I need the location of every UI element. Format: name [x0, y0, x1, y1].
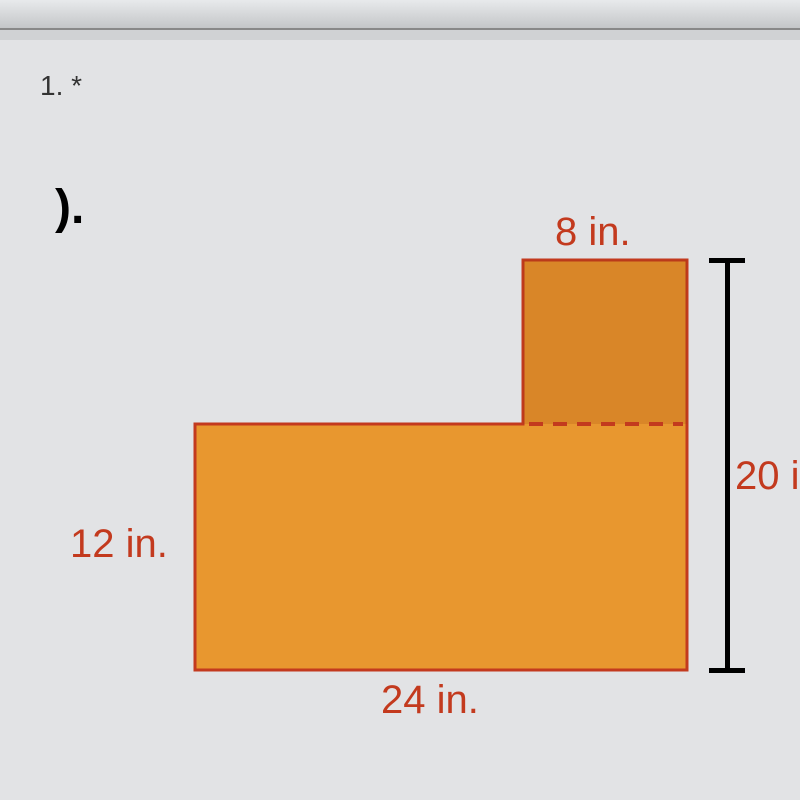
question-number: 1. * [40, 70, 760, 102]
page-surface: 1. * ). 8 in. 20 ir 12 in. 24 in. [0, 40, 800, 800]
dimension-label-top: 8 in. [555, 210, 631, 255]
dimension-label-left: 12 in. [70, 522, 168, 567]
dimension-label-right: 20 ir [735, 454, 800, 499]
dimension-label-bottom: 24 in. [381, 678, 479, 723]
figure-diagram: 8 in. 20 ir 12 in. 24 in. [60, 190, 800, 790]
window-titlebar [0, 0, 800, 30]
